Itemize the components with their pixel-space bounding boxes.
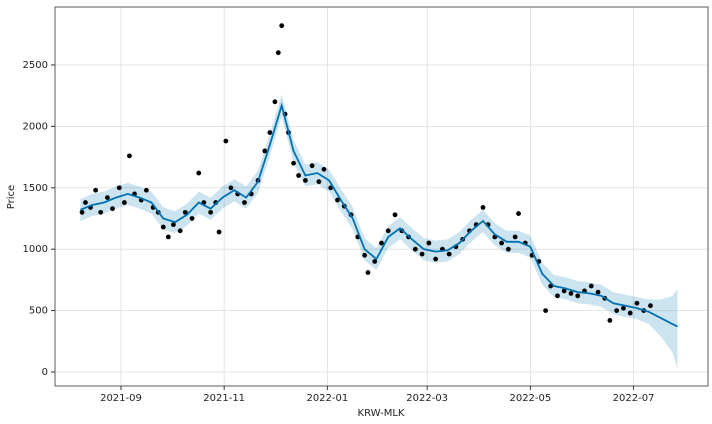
observation <box>272 99 278 105</box>
observation <box>160 224 166 230</box>
observation <box>262 148 268 154</box>
observation <box>433 256 439 262</box>
observation <box>614 308 620 313</box>
observation <box>516 211 521 216</box>
observation <box>165 234 171 240</box>
observation <box>127 153 132 159</box>
observation <box>275 50 281 56</box>
x-tick-label: 2022-05 <box>509 393 551 404</box>
observation <box>627 310 633 316</box>
observation <box>182 209 188 215</box>
observation <box>110 206 115 212</box>
observation <box>480 205 486 210</box>
observation <box>588 283 594 289</box>
observation <box>177 228 183 234</box>
observation <box>208 209 214 215</box>
observation <box>335 197 340 203</box>
observation <box>634 300 640 306</box>
observation <box>555 293 560 299</box>
observation <box>362 252 367 258</box>
observation <box>216 229 222 235</box>
observation <box>505 246 511 252</box>
x-tick-label: 2022-01 <box>306 393 348 404</box>
observation <box>365 270 371 275</box>
observation <box>98 209 104 215</box>
x-tick-label: 2022-07 <box>613 393 655 404</box>
observation <box>296 173 302 178</box>
observation <box>575 293 581 299</box>
observation <box>543 308 548 313</box>
observation <box>607 318 613 323</box>
observation <box>93 187 99 193</box>
observation <box>372 259 378 264</box>
observation <box>379 240 384 246</box>
y-tick-label: 1500 <box>23 183 48 194</box>
uncertainty-band <box>80 94 678 369</box>
plot-area <box>55 7 708 386</box>
x-tick-label: 2021-11 <box>203 393 245 404</box>
observation <box>621 305 626 311</box>
observation <box>512 234 518 240</box>
observation <box>171 222 176 228</box>
forecast-line <box>80 102 678 328</box>
observation <box>316 179 322 185</box>
observation <box>242 200 247 205</box>
observation <box>309 163 315 169</box>
y-tick-label: 1000 <box>23 244 48 255</box>
observation <box>385 228 391 234</box>
observation <box>121 200 127 205</box>
y-tick-label: 0 <box>42 367 48 378</box>
observation <box>426 240 432 246</box>
observation <box>79 209 85 215</box>
y-tick-label: 2000 <box>23 121 48 132</box>
observation <box>267 130 273 135</box>
observation <box>143 187 149 193</box>
y-tick-label: 500 <box>29 306 48 317</box>
x-tick-label: 2022-03 <box>406 393 448 404</box>
observation <box>196 170 202 176</box>
x-axis-label: KRW-MLK <box>358 408 405 419</box>
observation <box>561 288 567 294</box>
observation <box>302 178 308 183</box>
observation <box>412 246 418 252</box>
observation <box>83 200 88 205</box>
observation <box>446 251 452 257</box>
observation <box>223 138 229 144</box>
observation <box>568 290 574 296</box>
observation <box>595 289 601 295</box>
observation <box>392 212 398 218</box>
x-tick-label: 2021-09 <box>100 393 142 404</box>
observation <box>419 251 425 257</box>
observation <box>648 303 653 309</box>
observation <box>105 195 110 201</box>
observation <box>228 185 234 191</box>
y-axis-label: Price <box>6 185 17 209</box>
observation <box>321 166 327 172</box>
observation <box>499 240 505 246</box>
plot-frame <box>54 6 709 387</box>
y-tick-label: 2500 <box>23 60 48 71</box>
observation <box>279 23 285 29</box>
observation <box>189 216 195 221</box>
observation <box>291 160 296 166</box>
observation <box>116 185 122 191</box>
